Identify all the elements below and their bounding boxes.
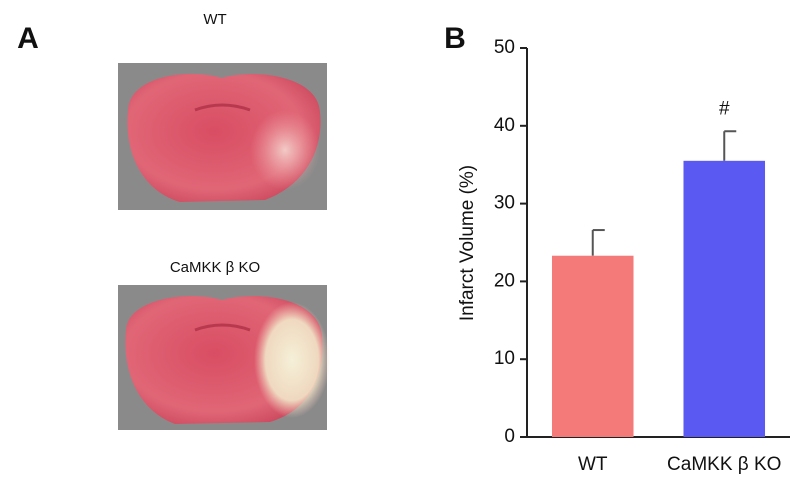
- brain-image: [118, 63, 327, 210]
- panel-label: A: [17, 22, 39, 55]
- bar: [683, 160, 766, 437]
- annotation: #: [719, 98, 730, 119]
- y-tick-label: 10: [494, 348, 515, 369]
- brain-image: [118, 285, 330, 430]
- image-label: CaMKK β KO: [170, 259, 260, 276]
- y-tick-label: 20: [494, 270, 515, 291]
- image-label: WT: [203, 11, 226, 28]
- x-tick-label: CaMKK β KO: [667, 454, 781, 475]
- y-tick-label: 0: [504, 426, 515, 447]
- bar: [551, 255, 634, 437]
- x-tick-label: WT: [578, 454, 608, 475]
- y-tick-label: 40: [494, 115, 515, 136]
- y-axis-label: Infarct Volume (%): [457, 165, 478, 321]
- panel-label: B: [444, 22, 466, 55]
- y-tick-label: 30: [494, 193, 515, 214]
- y-tick-label: 50: [494, 37, 515, 58]
